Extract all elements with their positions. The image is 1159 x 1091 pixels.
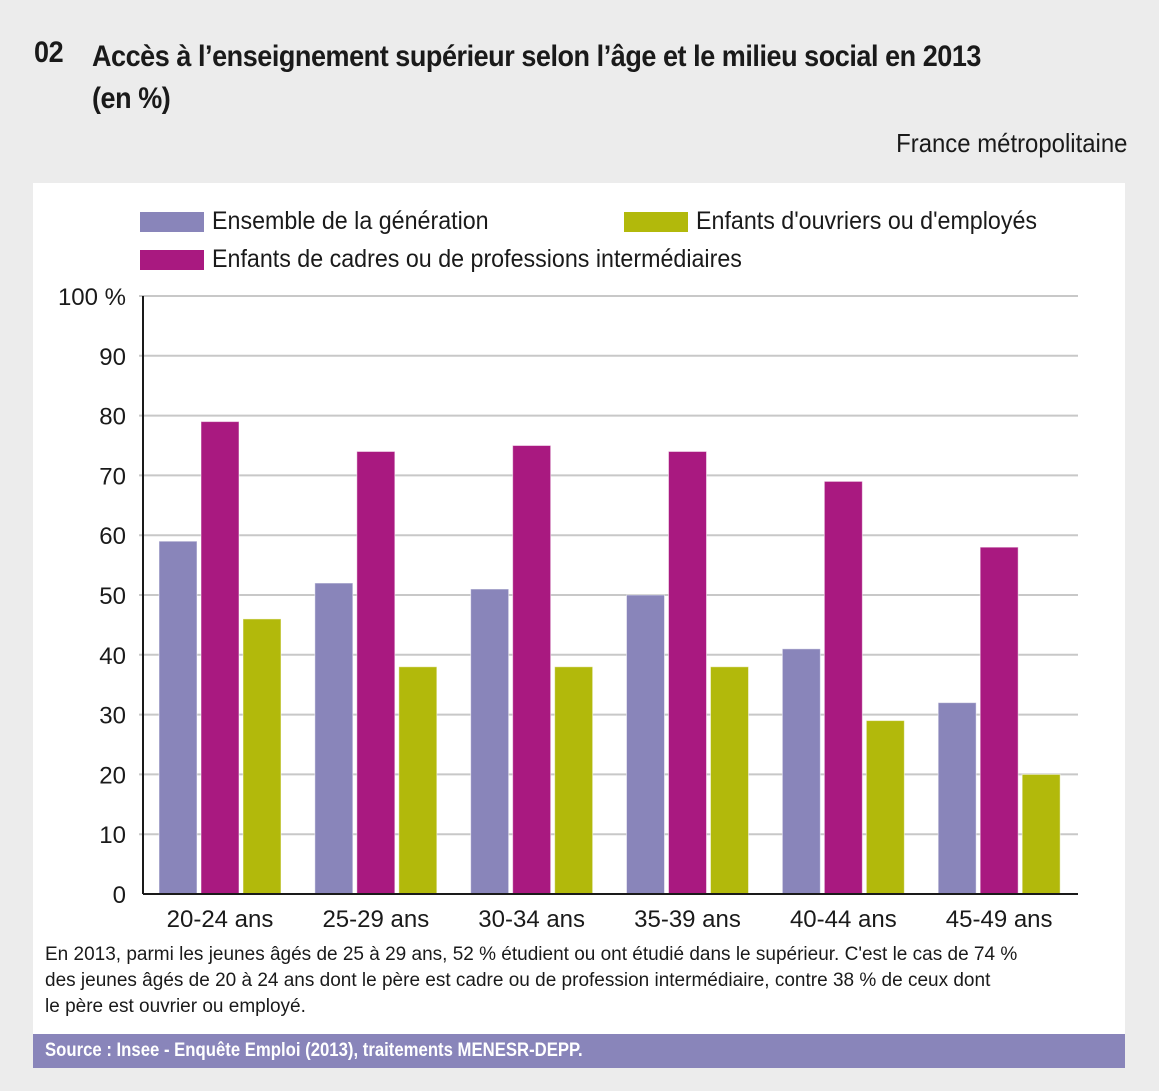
bar-ensemble <box>626 594 665 895</box>
footnote-line-3: le père est ouvrier ou employé. <box>45 996 306 1017</box>
x-tick-label: 20-24 ans <box>167 906 274 933</box>
bar-cadres <box>200 421 240 895</box>
y-tick-label: 0 <box>113 882 126 909</box>
y-tick-label: 80 <box>99 404 126 431</box>
bars <box>158 421 1061 895</box>
bar-cadres <box>979 546 1019 895</box>
footnote: En 2013, parmi les jeunes âgés de 25 à 2… <box>45 942 1105 1020</box>
chart-title-line-2: (en %) <box>92 82 171 115</box>
bar-cadres <box>356 450 396 895</box>
y-axis-ticks: 0 10 20 30 40 50 60 70 80 90 100 % <box>58 284 126 909</box>
chart-subtitle: France métropolitaine <box>895 128 1127 158</box>
bar-ouvriers <box>1021 773 1061 895</box>
x-tick-label: 45-49 ans <box>946 906 1053 933</box>
chart-title: Accès à l’enseignement supérieur selon l… <box>92 36 1127 120</box>
figure-number: 02 <box>34 36 64 69</box>
y-tick-label: 40 <box>99 643 126 670</box>
gridlines <box>139 295 1078 836</box>
footnote-line-1: En 2013, parmi les jeunes âgés de 25 à 2… <box>45 944 1018 965</box>
x-axis-ticks: 20-24 ans 25-29 ans 30-34 ans 35-39 ans 40-4… <box>167 906 1053 933</box>
legend-item-ensemble: Ensemble de la génération <box>140 207 509 236</box>
y-tick-label: 50 <box>99 583 126 610</box>
y-tick-label: 70 <box>99 463 126 490</box>
y-tick-label: 30 <box>99 703 126 730</box>
x-tick-label: 25-29 ans <box>322 906 429 933</box>
bar-chart: 0 10 20 30 40 50 60 70 80 90 100 % 20-24 ans 25-29 … <box>58 284 1078 933</box>
bar-ouvriers <box>865 720 905 895</box>
legend-item-ouvriers: Enfants d'ouvriers ou d'employés <box>624 207 1063 236</box>
axes <box>142 296 1078 895</box>
bar-ouvriers <box>710 666 749 895</box>
x-tick-label: 35-39 ans <box>634 906 741 933</box>
bar-ensemble <box>470 588 510 895</box>
legend-swatch-ouvriers <box>624 211 688 232</box>
legend-swatch-ensemble <box>140 211 204 232</box>
legend-label-ensemble: Ensemble de la génération <box>212 207 489 235</box>
bar-ouvriers <box>554 666 594 895</box>
legend-label-cadres: Enfants de cadres ou de professions inte… <box>212 245 742 273</box>
x-tick-label: 40-44 ans <box>790 906 897 933</box>
bar-ensemble <box>314 582 354 895</box>
legend-label-ouvriers: Enfants d'ouvriers ou d'employés <box>696 207 1038 235</box>
bar-ensemble <box>781 648 821 895</box>
y-tick-label: 20 <box>99 762 126 789</box>
x-tick-label: 30-34 ans <box>478 906 585 933</box>
source-text: Source : Insee - Enquête Emploi (2013), … <box>45 1040 583 1061</box>
source-bar: Source : Insee - Enquête Emploi (2013), … <box>33 1034 1125 1068</box>
y-tick-label: 60 <box>99 523 126 550</box>
bar-cadres <box>668 450 707 895</box>
legend-swatch-cadres <box>140 249 204 270</box>
bar-cadres <box>823 480 863 895</box>
y-tick-label: 100 % <box>58 284 126 311</box>
bar-ensemble <box>937 702 977 895</box>
y-tick-label: 10 <box>99 822 126 849</box>
legend-item-cadres: Enfants de cadres ou de professions inte… <box>140 245 782 274</box>
bar-cadres <box>512 445 552 895</box>
bar-ouvriers <box>242 618 282 895</box>
bar-ouvriers <box>398 666 438 895</box>
chart-title-line-1: Accès à l’enseignement supérieur selon l… <box>92 40 982 73</box>
footnote-line-2: des jeunes âgés de 20 à 24 ans dont le p… <box>45 970 991 991</box>
y-tick-label: 90 <box>99 344 126 371</box>
bar-ensemble <box>158 540 198 895</box>
